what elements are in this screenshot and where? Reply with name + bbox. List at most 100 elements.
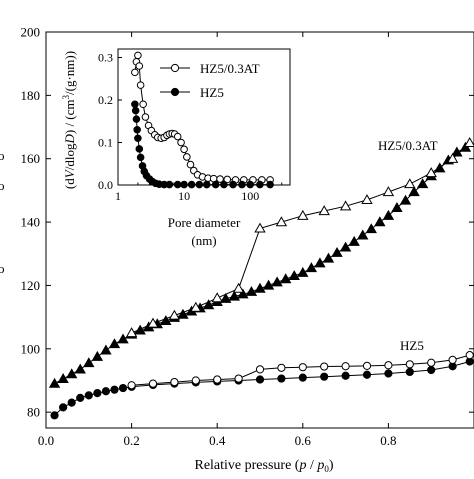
main-data-point — [119, 384, 126, 391]
main-data-point — [465, 138, 474, 146]
inset-y-tick-label: 0.3 — [98, 51, 113, 65]
inset-data-point — [136, 146, 143, 153]
main-data-point — [289, 271, 299, 279]
main-data-point — [278, 375, 285, 382]
inset-data-point — [140, 101, 147, 108]
main-data-point — [342, 363, 349, 370]
main-data-point — [60, 404, 67, 411]
main-data-point — [278, 364, 285, 371]
inset-data-point — [137, 154, 144, 161]
main-y-tick-label: 180 — [21, 88, 41, 103]
inset-y-tick-label: 0.0 — [98, 178, 113, 192]
legend-marker-hz5-0-3at — [171, 64, 178, 71]
inset-x-tick-label: 1 — [115, 189, 121, 203]
main-data-point — [212, 293, 222, 301]
inset-data-point — [174, 181, 181, 188]
inset-data-point — [136, 63, 143, 70]
main-y-tick-label: 140 — [21, 215, 41, 230]
main-data-point — [135, 326, 145, 334]
main-y-tick-label: 120 — [21, 278, 41, 293]
main-data-point — [342, 372, 349, 379]
inset-data-point — [178, 139, 185, 146]
legend-label-hz5: HZ5 — [200, 85, 224, 100]
main-data-point — [281, 274, 291, 282]
inset-x-axis-title: Pore diameter — [168, 215, 241, 230]
main-data-point — [375, 217, 385, 225]
left-edge-glyph: o — [0, 178, 5, 193]
main-data-point — [234, 284, 244, 292]
main-y-tick-label: 100 — [21, 341, 41, 356]
inset-data-point — [203, 181, 210, 188]
main-data-point — [171, 378, 178, 385]
main-data-point — [332, 248, 342, 256]
main-data-point — [58, 374, 68, 382]
annotation-hz5: HZ5 — [400, 338, 424, 353]
inset-data-point — [188, 181, 195, 188]
main-data-point — [149, 380, 156, 387]
inset-y-axis-title: (dV/dlogD) / (cm3/(g·nm)) — [61, 51, 77, 189]
main-x-tick-label: 0.0 — [38, 433, 54, 448]
main-data-point — [77, 394, 84, 401]
main-data-point — [324, 254, 334, 262]
main-data-point — [118, 334, 128, 342]
inset-x-axis-unit: (nm) — [191, 233, 216, 248]
main-data-point — [358, 231, 368, 239]
inset-data-point — [135, 52, 142, 59]
main-data-point — [264, 281, 274, 289]
inset-x-tick-label: 100 — [241, 189, 259, 203]
main-data-point — [299, 364, 306, 371]
main-data-point — [405, 179, 415, 187]
inset-data-point — [142, 114, 149, 121]
main-data-point — [428, 366, 435, 373]
main-data-point — [94, 390, 101, 397]
legend-marker-hz5 — [171, 88, 178, 95]
main-data-point — [349, 237, 359, 245]
main-data-point — [406, 361, 413, 368]
main-x-axis-title: Relative pressure (p / p0) — [194, 458, 333, 474]
main-x-tick-label: 0.8 — [380, 433, 396, 448]
main-data-point — [51, 412, 58, 419]
main-data-point — [192, 377, 199, 384]
main-data-point — [111, 386, 118, 393]
main-data-point — [449, 356, 456, 363]
left-edge-glyph: o — [0, 148, 5, 163]
main-data-point — [428, 359, 435, 366]
main-data-point — [321, 373, 328, 380]
inset-data-point — [257, 181, 264, 188]
main-x-tick-label: 0.2 — [123, 433, 139, 448]
main-data-point — [315, 258, 325, 266]
main-x-tick-label: 0.6 — [295, 433, 312, 448]
inset-data-point — [230, 181, 237, 188]
main-data-point — [84, 358, 94, 366]
main-data-point — [128, 382, 135, 389]
inset-data-point — [132, 69, 139, 76]
main-data-point — [307, 263, 317, 271]
main-data-point — [75, 365, 85, 373]
main-data-point — [85, 392, 92, 399]
main-data-point — [363, 371, 370, 378]
main-data-point — [298, 268, 308, 276]
main-data-point — [299, 374, 306, 381]
inset-data-point — [134, 126, 141, 133]
main-data-point — [466, 352, 473, 359]
main-data-point — [256, 366, 263, 373]
inset-x-tick-label: 10 — [178, 189, 190, 203]
main-data-point — [102, 388, 109, 395]
inset-data-point — [184, 154, 191, 161]
main-data-point — [321, 363, 328, 370]
inset-data-point — [166, 181, 173, 188]
inset-data-point — [267, 181, 274, 188]
inset-data-point — [247, 181, 254, 188]
main-data-point — [384, 187, 394, 195]
legend-label-hz5-0-3at: HZ5/0.3AT — [200, 61, 260, 76]
inset-data-point — [132, 101, 139, 108]
inset-data-point — [239, 181, 246, 188]
main-data-point — [255, 284, 265, 292]
main-data-point — [385, 362, 392, 369]
inset-data-point — [137, 82, 144, 89]
main-y-tick-label: 80 — [27, 405, 40, 420]
inset-data-point — [135, 135, 142, 142]
main-data-point — [50, 379, 60, 387]
main-data-point — [385, 370, 392, 377]
